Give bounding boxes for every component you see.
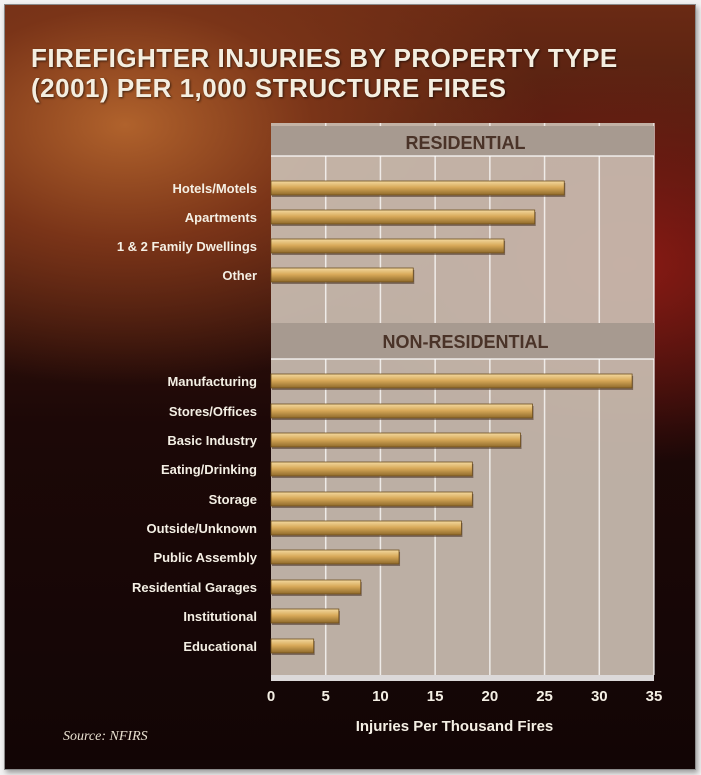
bar [270,579,362,595]
category-label: Public Assembly [153,550,257,565]
bar [270,238,505,254]
category-label: Apartments [185,210,257,225]
section-band [271,323,654,359]
chart-title: FIREFIGHTER INJURIES BY PROPERTY TYPE (2… [31,43,618,103]
category-label: Hotels/Motels [172,181,257,196]
x-tick-label: 25 [536,688,553,705]
source-note: Source: NFIRS [63,729,148,744]
x-tick-label: 10 [372,688,389,705]
bar [270,520,462,536]
x-tick-label: 15 [427,688,444,705]
category-label: Eating/Drinking [161,462,257,477]
bar [270,432,521,448]
bar [270,403,533,419]
category-label: Outside/Unknown [147,521,258,536]
bar [270,638,315,654]
category-label: Other [222,268,257,283]
bar [270,180,565,196]
category-label: Manufacturing [167,374,257,389]
plot-area: RESIDENTIAL Hotels/Motels Apartments 1 & 2 … [117,123,663,735]
category-label: Institutional [183,609,257,624]
bar [270,373,633,389]
bar-chart: RESIDENTIAL Hotels/Motels Apartments 1 & 2 … [117,123,663,735]
category-label: Stores/Offices [169,404,257,419]
bar [270,608,340,624]
chart-frame: FIREFIGHTER INJURIES BY PROPERTY TYPE (2… [4,4,696,770]
category-label: Residential Garages [132,580,257,595]
x-axis-label: Injuries Per Thousand Fires [356,718,554,735]
bar [270,267,414,283]
x-tick-label: 5 [322,688,330,705]
category-label: Storage [209,492,257,507]
section-label: NON-RESIDENTIAL [383,332,549,352]
section-band [271,126,654,156]
bar [270,491,473,507]
x-tick-label: 35 [646,688,663,705]
x-tick-label: 0 [267,688,275,705]
category-label: 1 & 2 Family Dwellings [117,239,257,254]
bar [270,209,536,225]
bar [270,461,473,477]
x-axis-band [271,675,654,681]
x-tick-label: 30 [591,688,608,705]
category-label: Basic Industry [167,433,257,448]
category-label: Educational [183,639,257,654]
section-label: RESIDENTIAL [405,133,525,153]
bar [270,549,400,565]
x-tick-label: 20 [482,688,499,705]
